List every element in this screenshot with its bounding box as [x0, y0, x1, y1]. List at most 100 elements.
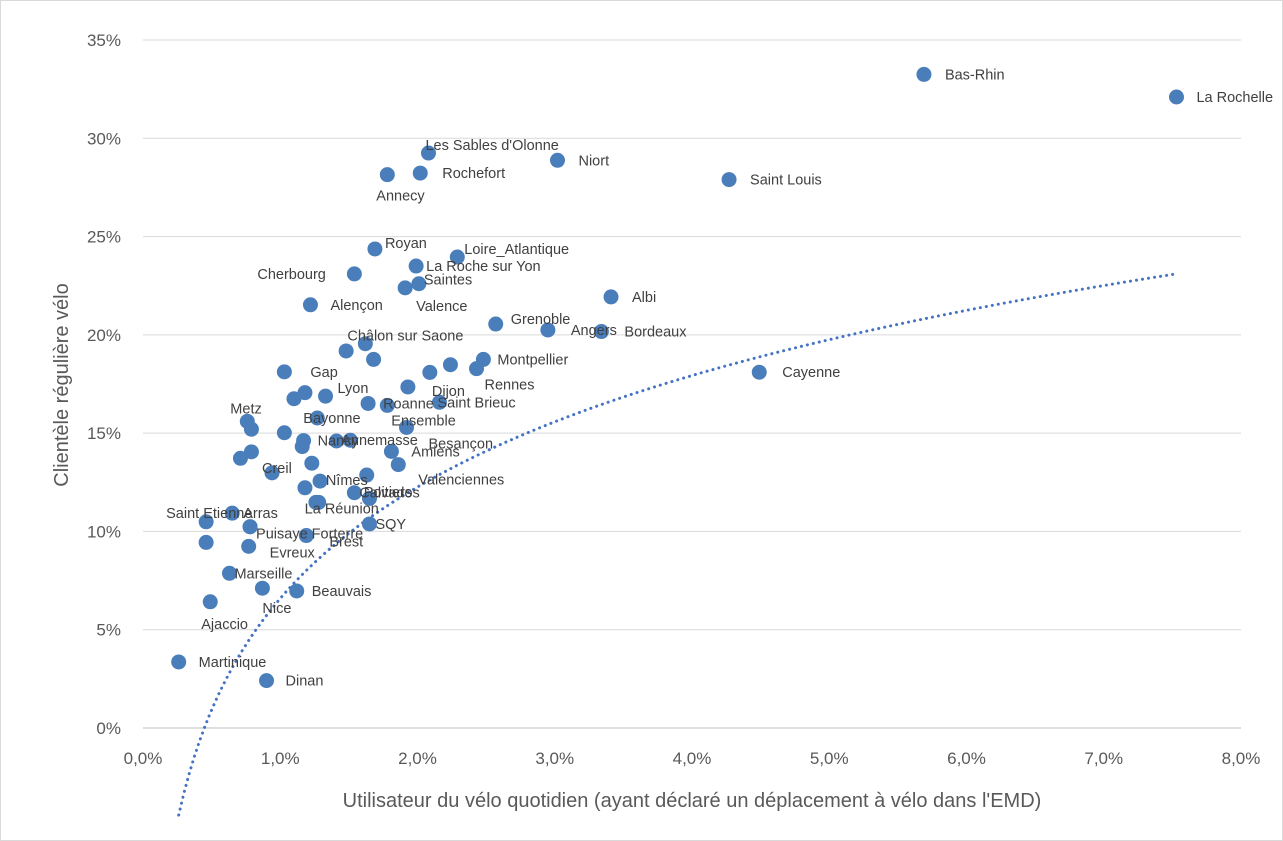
data-point	[359, 467, 375, 483]
data-point	[232, 450, 248, 466]
data-label: Ensemble	[391, 413, 455, 429]
data-point	[411, 276, 427, 292]
data-point	[318, 388, 334, 404]
data-point	[224, 505, 240, 521]
data-point	[276, 425, 292, 441]
data-point	[751, 364, 767, 380]
data-point	[241, 538, 257, 554]
y-tick-label: 0%	[96, 719, 121, 738]
data-label: Les Sables d'Olonne	[425, 138, 558, 154]
data-point	[916, 66, 932, 82]
x-tick-label: 7,0%	[1084, 749, 1123, 768]
data-point	[297, 385, 313, 401]
x-tick-label: 2,0%	[398, 749, 437, 768]
data-point	[412, 165, 428, 181]
data-label: Metz	[230, 401, 261, 417]
data-label: Angers	[571, 323, 617, 339]
data-point	[549, 152, 565, 168]
data-label: Lyon	[338, 381, 369, 397]
data-point	[286, 391, 302, 407]
data-label: Amiens	[411, 444, 459, 460]
data-point	[311, 494, 327, 510]
data-label: Puisaye Forterre	[256, 527, 363, 543]
data-point	[312, 473, 328, 489]
data-point	[379, 167, 395, 183]
data-label: Saint Louis	[750, 173, 822, 189]
x-tick-label: 0,0%	[124, 749, 163, 768]
data-point	[309, 410, 325, 426]
data-point	[304, 455, 320, 471]
data-labels: Bas-Rhin La Rochelle Les Sables d'Olonne Ni…	[166, 67, 1273, 689]
data-point	[254, 580, 270, 596]
data-point	[399, 419, 415, 435]
data-label: Cherbourg	[257, 267, 326, 283]
data-point	[390, 457, 406, 473]
data-label: Brest	[329, 535, 363, 551]
data-point	[400, 379, 416, 395]
gridlines	[143, 39, 1241, 729]
data-label: Rochefort	[442, 166, 505, 182]
data-label: Calvados	[359, 486, 419, 502]
data-label: Arras	[243, 506, 278, 522]
data-point	[346, 485, 362, 501]
data-label: Saint Brieuc	[437, 395, 515, 411]
data-point	[259, 673, 275, 689]
data-point	[379, 397, 395, 413]
data-point	[198, 514, 214, 530]
data-point	[442, 357, 458, 373]
data-point	[171, 654, 187, 670]
data-point	[361, 516, 377, 532]
x-tick-label: 3,0%	[535, 749, 574, 768]
data-point	[721, 172, 737, 188]
data-label: Rennes	[485, 378, 535, 394]
data-label: Besançon	[429, 436, 494, 452]
data-point	[357, 336, 373, 352]
x-axis-title: Utilisateur du vélo quotidien (ayant déc…	[343, 790, 1042, 812]
y-tick-label: 5%	[96, 621, 121, 640]
data-point	[243, 421, 259, 437]
data-point	[361, 490, 377, 506]
data-point	[243, 444, 259, 460]
data-point	[198, 534, 214, 550]
data-label: Grenoble	[511, 312, 571, 328]
data-point	[603, 289, 619, 305]
data-point	[431, 394, 447, 410]
data-point	[221, 565, 237, 581]
data-point	[1168, 89, 1184, 105]
data-label: Montpellier	[497, 352, 568, 368]
data-label: Saint Etienne	[166, 506, 252, 522]
data-point	[420, 145, 436, 161]
data-label: La Rochelle	[1196, 90, 1273, 106]
data-point	[488, 316, 504, 332]
data-label: Annecy	[376, 189, 425, 205]
data-point	[383, 443, 399, 459]
data-label: Bayonne	[303, 411, 360, 427]
y-tick-label: 10%	[87, 522, 121, 541]
data-point	[397, 280, 413, 296]
data-point	[264, 465, 280, 481]
data-label: Bas-Rhin	[945, 67, 1005, 83]
data-label: Annemasse	[341, 433, 418, 449]
y-tick-label: 30%	[87, 129, 121, 148]
data-label: Alençon	[330, 298, 382, 314]
data-label: Evreux	[270, 545, 316, 561]
data-point	[302, 297, 318, 313]
data-label: Bordeaux	[624, 325, 687, 341]
data-point	[276, 364, 292, 380]
data-point	[297, 480, 313, 496]
y-axis-title: Clientèle régulière vélo	[51, 283, 73, 486]
x-tick-label: 1,0%	[261, 749, 300, 768]
data-label: Beauvais	[312, 584, 372, 600]
data-label: Marseille	[234, 566, 292, 582]
data-point	[329, 433, 345, 449]
data-point	[422, 364, 438, 380]
data-point	[338, 343, 354, 359]
data-label: Ajaccio	[201, 617, 248, 633]
data-point	[366, 351, 382, 367]
x-tick-label: 8,0%	[1222, 749, 1261, 768]
data-label: Nancy	[318, 434, 360, 450]
y-tick-label: 35%	[87, 31, 121, 50]
data-label: La Réunion	[305, 501, 379, 517]
